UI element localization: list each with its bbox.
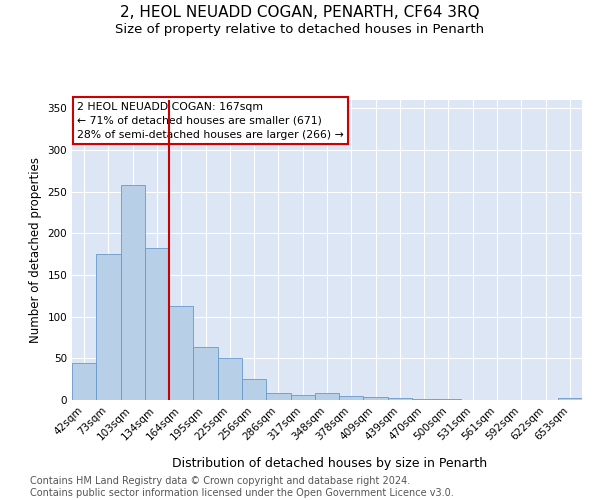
Bar bbox=[72, 364, 96, 400]
Bar bbox=[193, 346, 218, 400]
Bar bbox=[145, 248, 169, 400]
Bar bbox=[218, 358, 242, 400]
Bar bbox=[96, 254, 121, 400]
Text: 2, HEOL NEUADD COGAN, PENARTH, CF64 3RQ: 2, HEOL NEUADD COGAN, PENARTH, CF64 3RQ bbox=[120, 5, 480, 20]
Bar bbox=[169, 306, 193, 400]
Bar bbox=[412, 399, 436, 400]
Text: Size of property relative to detached houses in Penarth: Size of property relative to detached ho… bbox=[115, 22, 485, 36]
Bar bbox=[558, 398, 582, 400]
Bar bbox=[436, 399, 461, 400]
Bar bbox=[266, 394, 290, 400]
Bar bbox=[121, 185, 145, 400]
Bar bbox=[242, 379, 266, 400]
Bar bbox=[364, 396, 388, 400]
Bar bbox=[315, 394, 339, 400]
Text: Contains HM Land Registry data © Crown copyright and database right 2024.
Contai: Contains HM Land Registry data © Crown c… bbox=[30, 476, 454, 498]
Bar bbox=[290, 395, 315, 400]
Text: Distribution of detached houses by size in Penarth: Distribution of detached houses by size … bbox=[172, 458, 488, 470]
Bar bbox=[388, 398, 412, 400]
Text: 2 HEOL NEUADD COGAN: 167sqm
← 71% of detached houses are smaller (671)
28% of se: 2 HEOL NEUADD COGAN: 167sqm ← 71% of det… bbox=[77, 102, 344, 140]
Bar bbox=[339, 396, 364, 400]
Y-axis label: Number of detached properties: Number of detached properties bbox=[29, 157, 42, 343]
